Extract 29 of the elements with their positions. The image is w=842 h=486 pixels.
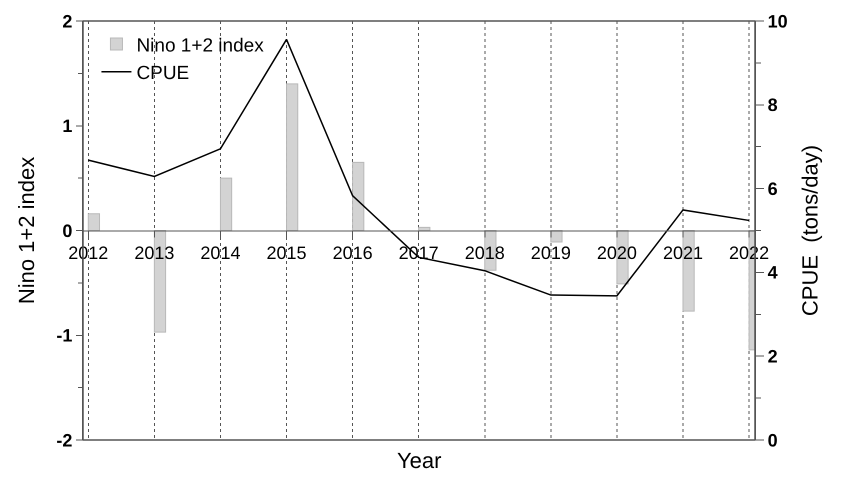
y-tick-label: -1	[56, 326, 72, 346]
x-tick-label: 2016	[332, 243, 373, 264]
y-tick-label: 0	[62, 220, 72, 241]
y2-tick-label: 10	[768, 11, 788, 32]
legend-label: Nino 1+2 index	[136, 35, 264, 56]
y2-tick-label: 2	[768, 346, 778, 366]
y2-tick-label: 6	[768, 178, 778, 199]
y-tick-label: -2	[56, 430, 72, 450]
y2-tick-label: 4	[768, 262, 778, 283]
y2-axis-title: CPUE (tons/day)	[798, 144, 823, 316]
x-tick-label: 2021	[662, 243, 704, 264]
x-tick-label: 2014	[200, 243, 240, 264]
x-tick-label: 2019	[530, 243, 571, 264]
bar	[220, 178, 232, 231]
bar	[286, 83, 298, 231]
x-tick-label: 2015	[266, 243, 307, 264]
y2-tick-label: 0	[768, 430, 778, 450]
bar	[352, 162, 364, 231]
x-tick-label: 2018	[464, 243, 505, 264]
x-tick-label: 2013	[134, 243, 174, 264]
y-tick-label: 1	[62, 116, 72, 136]
bar	[88, 213, 100, 231]
bar	[550, 230, 563, 243]
y2-tick-label: 8	[768, 95, 778, 116]
y-tick-label: 2	[62, 11, 72, 32]
legend-label: CPUE	[136, 63, 190, 84]
x-tick-label: 2020	[596, 243, 637, 264]
y-axis-title: Nino 1+2 index	[14, 156, 40, 304]
x-axis-title: Year	[397, 448, 442, 473]
